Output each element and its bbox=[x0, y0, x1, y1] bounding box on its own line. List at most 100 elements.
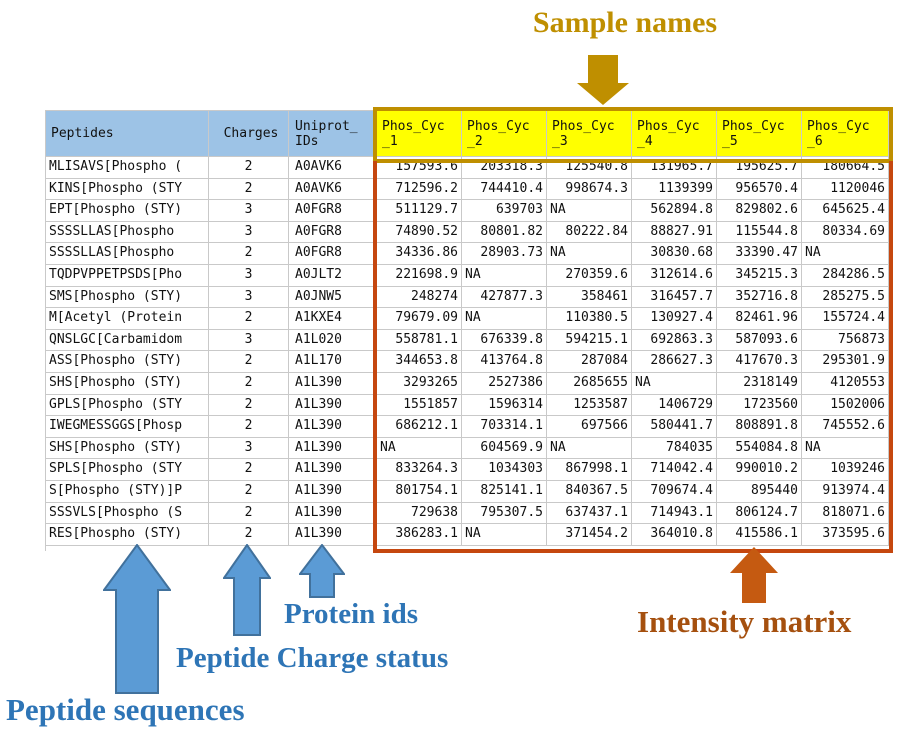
intensity-cell[interactable]: 554084.8 bbox=[717, 437, 802, 460]
peptide-cell[interactable]: EPT[Phospho (STY) bbox=[46, 200, 209, 222]
uniprot-cell[interactable]: A1L390 bbox=[289, 437, 377, 460]
intensity-cell[interactable]: 714943.1 bbox=[632, 502, 717, 525]
intensity-cell[interactable]: 364010.8 bbox=[632, 524, 717, 546]
column-header-phos-cyc-2[interactable]: Phos_Cyc _2 bbox=[462, 111, 547, 157]
intensity-cell[interactable]: 427877.3 bbox=[462, 286, 547, 309]
intensity-cell[interactable]: NA bbox=[547, 243, 632, 265]
intensity-cell[interactable]: 417670.3 bbox=[717, 351, 802, 373]
peptide-cell[interactable]: SSSSLLAS[Phospho bbox=[46, 221, 209, 244]
intensity-cell[interactable]: 604569.9 bbox=[462, 437, 547, 460]
charge-cell[interactable]: 3 bbox=[209, 329, 289, 352]
intensity-cell[interactable]: 703314.1 bbox=[462, 416, 547, 438]
peptide-cell[interactable]: QNSLGC[Carbamidom bbox=[46, 329, 209, 352]
intensity-cell[interactable]: 639703 bbox=[462, 200, 547, 222]
intensity-cell[interactable]: 248274 bbox=[377, 286, 462, 309]
uniprot-cell[interactable]: A1KXE4 bbox=[289, 308, 377, 330]
charge-cell[interactable]: 2 bbox=[209, 502, 289, 525]
intensity-cell[interactable]: 413764.8 bbox=[462, 351, 547, 373]
intensity-cell[interactable]: 2685655 bbox=[547, 372, 632, 395]
intensity-cell[interactable]: 913974.4 bbox=[802, 480, 889, 503]
intensity-cell[interactable]: 1034303 bbox=[462, 459, 547, 481]
intensity-cell[interactable]: 74890.52 bbox=[377, 221, 462, 244]
uniprot-cell[interactable]: A1L170 bbox=[289, 351, 377, 373]
intensity-cell[interactable]: NA bbox=[802, 243, 889, 265]
intensity-cell[interactable]: 712596.2 bbox=[377, 178, 462, 201]
intensity-cell[interactable]: 795307.5 bbox=[462, 502, 547, 525]
column-header-uniprot-ids[interactable]: Uniprot_ IDs bbox=[289, 111, 377, 157]
column-header-phos-cyc-1[interactable]: Phos_Cyc _1 bbox=[377, 111, 462, 157]
peptide-cell[interactable]: RES[Phospho (STY) bbox=[46, 524, 209, 546]
charge-cell[interactable]: 3 bbox=[209, 200, 289, 222]
intensity-cell[interactable]: 287084 bbox=[547, 351, 632, 373]
peptide-cell[interactable]: SHS[Phospho (STY) bbox=[46, 437, 209, 460]
intensity-cell[interactable]: 33390.47 bbox=[717, 243, 802, 265]
intensity-cell[interactable]: 580441.7 bbox=[632, 416, 717, 438]
peptide-cell[interactable]: SSSVLS[Phospho (S bbox=[46, 502, 209, 525]
intensity-cell[interactable]: 352716.8 bbox=[717, 286, 802, 309]
intensity-cell[interactable]: 801754.1 bbox=[377, 480, 462, 503]
peptide-cell[interactable]: IWEGMESSGGS[Phosp bbox=[46, 416, 209, 438]
intensity-cell[interactable]: 80222.84 bbox=[547, 221, 632, 244]
uniprot-cell[interactable]: A0FGR8 bbox=[289, 200, 377, 222]
intensity-cell[interactable]: 1596314 bbox=[462, 394, 547, 417]
intensity-cell[interactable]: 3293265 bbox=[377, 372, 462, 395]
uniprot-cell[interactable]: A1L390 bbox=[289, 524, 377, 546]
intensity-cell[interactable]: 756873 bbox=[802, 329, 889, 352]
charge-cell[interactable]: 2 bbox=[209, 157, 289, 179]
intensity-cell[interactable]: 1502006 bbox=[802, 394, 889, 417]
intensity-cell[interactable]: 829802.6 bbox=[717, 200, 802, 222]
intensity-cell[interactable]: 1120046 bbox=[802, 178, 889, 201]
peptide-cell[interactable]: GPLS[Phospho (STY bbox=[46, 394, 209, 417]
charge-cell[interactable]: 3 bbox=[209, 437, 289, 460]
intensity-cell[interactable]: 686212.1 bbox=[377, 416, 462, 438]
intensity-cell[interactable]: 34336.86 bbox=[377, 243, 462, 265]
intensity-cell[interactable]: 125540.8 bbox=[547, 157, 632, 179]
intensity-cell[interactable]: 284286.5 bbox=[802, 264, 889, 287]
charge-cell[interactable]: 2 bbox=[209, 394, 289, 417]
charge-cell[interactable]: 2 bbox=[209, 372, 289, 395]
uniprot-cell[interactable]: A0JNW5 bbox=[289, 286, 377, 309]
intensity-cell[interactable]: 2527386 bbox=[462, 372, 547, 395]
uniprot-cell[interactable]: A1L390 bbox=[289, 372, 377, 395]
peptide-cell[interactable]: MLISAVS[Phospho ( bbox=[46, 157, 209, 179]
intensity-cell[interactable]: 415586.1 bbox=[717, 524, 802, 546]
intensity-cell[interactable]: 155724.4 bbox=[802, 308, 889, 330]
intensity-cell[interactable]: 195625.7 bbox=[717, 157, 802, 179]
intensity-cell[interactable]: 157593.6 bbox=[377, 157, 462, 179]
intensity-cell[interactable]: 808891.8 bbox=[717, 416, 802, 438]
intensity-cell[interactable]: 4120553 bbox=[802, 372, 889, 395]
column-header-phos-cyc-4[interactable]: Phos_Cyc _4 bbox=[632, 111, 717, 157]
intensity-cell[interactable]: 110380.5 bbox=[547, 308, 632, 330]
intensity-cell[interactable]: 825141.1 bbox=[462, 480, 547, 503]
intensity-cell[interactable]: 818071.6 bbox=[802, 502, 889, 525]
intensity-cell[interactable]: 587093.6 bbox=[717, 329, 802, 352]
uniprot-cell[interactable]: A0JLT2 bbox=[289, 264, 377, 287]
peptide-cell[interactable]: TQDPVPPETPSDS[Pho bbox=[46, 264, 209, 287]
intensity-cell[interactable]: 714042.4 bbox=[632, 459, 717, 481]
intensity-cell[interactable]: 1139399 bbox=[632, 178, 717, 201]
charge-cell[interactable]: 3 bbox=[209, 221, 289, 244]
intensity-cell[interactable]: 990010.2 bbox=[717, 459, 802, 481]
intensity-cell[interactable]: 956570.4 bbox=[717, 178, 802, 201]
intensity-cell[interactable]: NA bbox=[632, 372, 717, 395]
uniprot-cell[interactable]: A0AVK6 bbox=[289, 157, 377, 179]
intensity-cell[interactable]: 80334.69 bbox=[802, 221, 889, 244]
column-header-phos-cyc-5[interactable]: Phos_Cyc _5 bbox=[717, 111, 802, 157]
uniprot-cell[interactable]: A0FGR8 bbox=[289, 243, 377, 265]
intensity-cell[interactable]: 692863.3 bbox=[632, 329, 717, 352]
peptide-cell[interactable]: SPLS[Phospho (STY bbox=[46, 459, 209, 481]
intensity-cell[interactable]: 221698.9 bbox=[377, 264, 462, 287]
intensity-cell[interactable]: 1723560 bbox=[717, 394, 802, 417]
intensity-cell[interactable]: 745552.6 bbox=[802, 416, 889, 438]
column-header-charges[interactable]: Charges bbox=[209, 111, 289, 157]
intensity-cell[interactable]: 998674.3 bbox=[547, 178, 632, 201]
intensity-cell[interactable]: 867998.1 bbox=[547, 459, 632, 481]
intensity-cell[interactable]: 371454.2 bbox=[547, 524, 632, 546]
intensity-cell[interactable]: 2318149 bbox=[717, 372, 802, 395]
intensity-cell[interactable]: 295301.9 bbox=[802, 351, 889, 373]
intensity-cell[interactable]: NA bbox=[377, 437, 462, 460]
intensity-cell[interactable]: NA bbox=[462, 524, 547, 546]
intensity-cell[interactable]: 131965.7 bbox=[632, 157, 717, 179]
column-header-phos-cyc-3[interactable]: Phos_Cyc _3 bbox=[547, 111, 632, 157]
uniprot-cell[interactable]: A0AVK6 bbox=[289, 178, 377, 201]
